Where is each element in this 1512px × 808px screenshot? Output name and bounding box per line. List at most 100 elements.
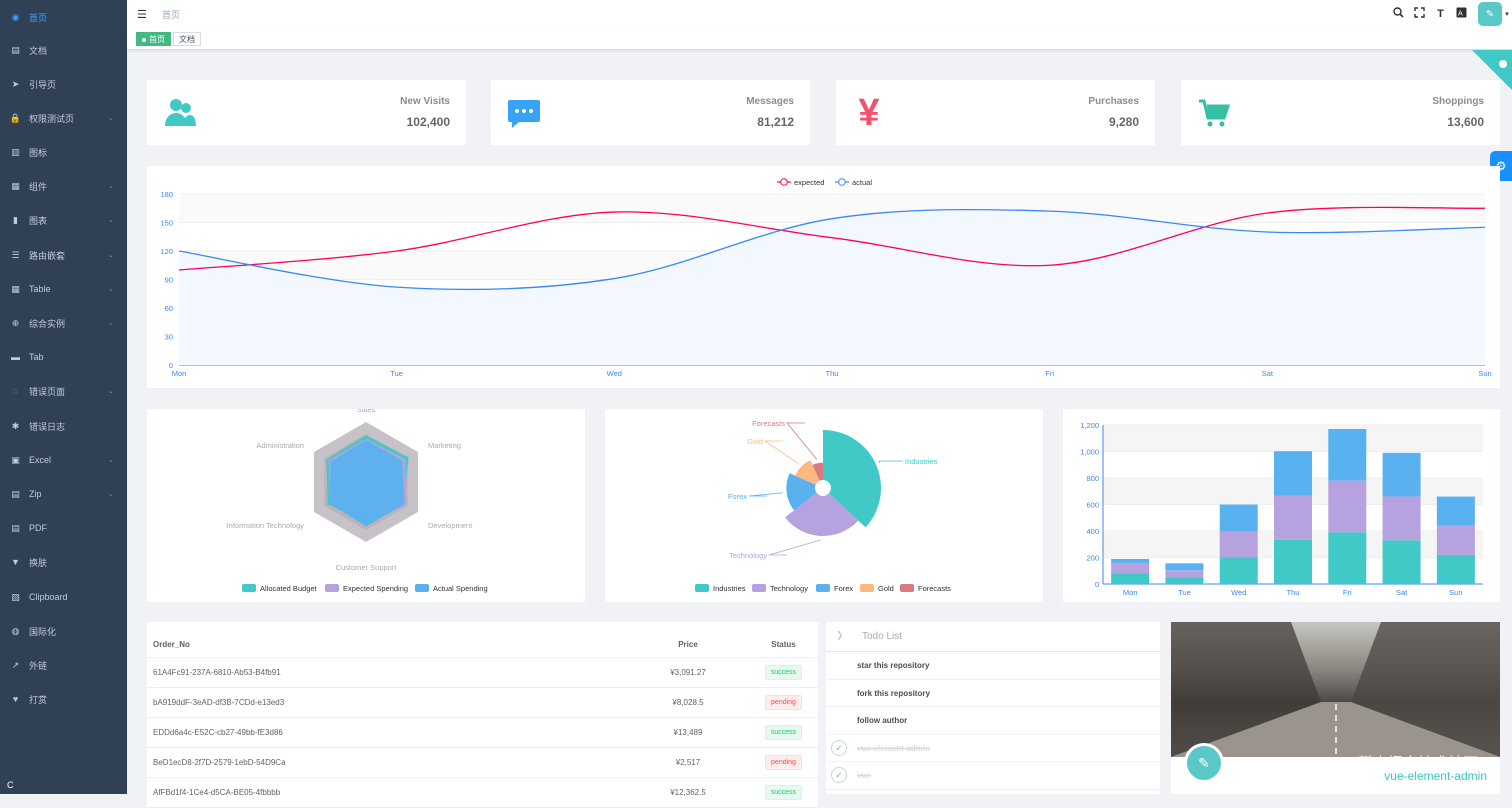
todo-checkbox[interactable]: ✓ bbox=[831, 767, 847, 783]
svg-text:Forex: Forex bbox=[834, 584, 853, 593]
caret-down-icon[interactable]: ▾ bbox=[1505, 11, 1509, 18]
sidebar-item-label: 文档 bbox=[29, 45, 48, 56]
panel-shoppings[interactable]: Shoppings 13,600 bbox=[1181, 80, 1500, 145]
sidebar-item-7[interactable]: ☰ 路由嵌套 ⌄ bbox=[0, 238, 127, 272]
x-tick-label: Sun bbox=[1478, 369, 1491, 378]
sidebar-item-label: Zip bbox=[29, 489, 42, 499]
todo-title[interactable]: Todo List bbox=[862, 631, 903, 642]
todo-checkbox[interactable] bbox=[831, 685, 847, 701]
radar-indicator-label: Development bbox=[428, 521, 473, 530]
order-price: ¥2,517 bbox=[627, 747, 743, 778]
todo-checkbox[interactable]: ✓ bbox=[831, 739, 847, 756]
toggle-all-icon[interactable]: ❯ bbox=[836, 630, 844, 640]
sidebar-item-6[interactable]: ▮ 图表 ⌄ bbox=[0, 203, 127, 237]
panel-purchases[interactable]: ¥ Purchases 9,280 bbox=[836, 80, 1155, 145]
bar-pageA-thu bbox=[1274, 539, 1312, 584]
pie-label: Gold bbox=[747, 437, 763, 446]
svg-text:Industries: Industries bbox=[713, 584, 746, 593]
sidebar-item-2[interactable]: ➤ 引导页 bbox=[0, 67, 127, 101]
breadcrumb[interactable]: 首页 bbox=[162, 10, 181, 20]
bar-chart[interactable]: 0 200 400 600 800 1,000 1,200 Mon Tue Wed Thu Fri Sa… bbox=[1063, 409, 1500, 602]
tab-icon: ▬ bbox=[11, 352, 20, 362]
table-row[interactable]: AfFBd1f4-1Ce4-d5CA-BE05-4fbbbb ¥12,362.5 s… bbox=[147, 777, 818, 808]
sidebar-item-0[interactable]: ◉ 首页 bbox=[0, 0, 127, 34]
sidebar-item-14[interactable]: ▤ Zip ⌄ bbox=[0, 477, 127, 511]
user-avatar[interactable]: ✎ bbox=[1184, 743, 1224, 783]
todo-checkbox[interactable] bbox=[831, 657, 847, 673]
legend-item: Expected Spending bbox=[325, 584, 408, 593]
bar-pageB-thu bbox=[1274, 495, 1312, 540]
sidebar-item-10[interactable]: ▬ Tab bbox=[0, 340, 127, 374]
sidebar-item-20[interactable]: ♥ 打赏 bbox=[0, 682, 127, 716]
todo-checkbox[interactable] bbox=[831, 712, 847, 728]
sidebar-item-16[interactable]: ▼ 换肤 bbox=[0, 545, 127, 579]
todo-item[interactable]: star this repository bbox=[826, 652, 1160, 680]
table-row[interactable]: EDDd6a4c-E52C-cb27-49bb-fE3d86 ¥13,489 suc… bbox=[147, 717, 818, 748]
font-size-icon[interactable]: T bbox=[1437, 8, 1444, 20]
clipboard-icon: ▧ bbox=[11, 591, 20, 602]
table-row[interactable]: bA919ddF-3eAD-df3B-7CDd-e13ed3 ¥8,028.5 pe… bbox=[147, 687, 818, 718]
search-icon[interactable] bbox=[1388, 7, 1409, 21]
line-chart-card: 0 30 60 90 120 150 180 Mon Tue Wed Thu Fri Sat Sun exp… bbox=[147, 166, 1500, 388]
pie-slice-technology bbox=[785, 492, 859, 536]
series-line-expected bbox=[178, 206, 1486, 271]
legend-item: Industries bbox=[695, 584, 746, 593]
sidebar-item-17[interactable]: ▧ Clipboard bbox=[0, 580, 127, 614]
y-tick-label: 180 bbox=[160, 190, 173, 199]
x-tick-label: Tue bbox=[390, 369, 403, 378]
y-tick-label: 600 bbox=[1086, 501, 1099, 510]
radar-chart-card: Sales Marketing Development Customer Suppor… bbox=[147, 405, 585, 602]
table-row[interactable]: 61A4Fc91-237A-6810-Ab53-B4fb91 ¥3,091.27 s… bbox=[147, 657, 818, 688]
sidebar-item-11[interactable]: ◌ 错误页面 ⌄ bbox=[0, 374, 127, 408]
github-corner-icon[interactable] bbox=[1472, 50, 1512, 90]
todo-text: star this repository bbox=[857, 661, 930, 670]
sidebar-item-label: 图标 bbox=[29, 147, 48, 158]
chevron-down-icon: ⌄ bbox=[108, 388, 114, 395]
radar-chart[interactable]: Sales Marketing Development Customer Suppor… bbox=[147, 405, 585, 602]
todo-text: vue bbox=[857, 771, 871, 780]
hamburger-icon[interactable]: ☰ bbox=[137, 9, 147, 21]
svg-text:Expected Spending: Expected Spending bbox=[343, 584, 408, 593]
x-tick-label: Fri bbox=[1343, 588, 1352, 597]
tag-dashboard[interactable]: 首页 bbox=[136, 32, 171, 46]
sidebar-item-9[interactable]: ⊕ 综合实例 ⌄ bbox=[0, 306, 127, 340]
x-tick-label: Thu bbox=[826, 369, 839, 378]
pie-label-line bbox=[878, 460, 903, 464]
todo-item[interactable]: ✓ vue-element-admin bbox=[826, 735, 1160, 762]
sidebar-item-5[interactable]: ▦ 组件 ⌄ bbox=[0, 169, 127, 203]
todo-item[interactable]: follow author bbox=[826, 707, 1160, 735]
sidebar-item-12[interactable]: ✱ 错误日志 bbox=[0, 409, 127, 443]
fullscreen-icon[interactable] bbox=[1409, 7, 1430, 21]
sidebar-item-13[interactable]: ▣ Excel ⌄ bbox=[0, 443, 127, 477]
tag-documentation[interactable]: 文档 bbox=[173, 32, 201, 46]
panel-messages[interactable]: Messages 81,212 bbox=[491, 80, 810, 145]
legend-item: Forex bbox=[816, 584, 853, 593]
todo-item[interactable]: fork this repository bbox=[826, 680, 1160, 707]
x-tick-label: Mon bbox=[172, 369, 187, 378]
table-row[interactable]: BeD1ecD8-2f7D-2579-1ebD-54D9Ca ¥2,517 pend… bbox=[147, 747, 818, 778]
line-chart[interactable]: 0 30 60 90 120 150 180 Mon Tue Wed Thu Fri Sat Sun exp… bbox=[147, 166, 1500, 388]
chevron-down-icon: ⌄ bbox=[108, 457, 114, 464]
sidebar-item-19[interactable]: ↗ 外链 bbox=[0, 648, 127, 682]
bar-pageC-sat bbox=[1382, 452, 1421, 497]
header-order-no: Order_No bbox=[147, 622, 627, 658]
todo-item[interactable]: ✓ vue bbox=[826, 762, 1160, 790]
sidebar-item-1[interactable]: ▤ 文档 bbox=[0, 33, 127, 67]
sidebar-item-8[interactable]: ▦ Table ⌄ bbox=[0, 272, 127, 306]
sidebar-item-15[interactable]: ▤ PDF bbox=[0, 511, 127, 545]
panel-new-visits[interactable]: New Visits 102,400 bbox=[147, 80, 466, 145]
sidebar-item-3[interactable]: 🔒 权限测试页 ⌄ bbox=[0, 101, 127, 135]
x-tick-label: Sun bbox=[1449, 588, 1462, 597]
sidebar-item-18[interactable]: ◍ 国际化 bbox=[0, 614, 127, 648]
collapse-icon[interactable]: C bbox=[7, 780, 14, 790]
city-photo bbox=[1171, 622, 1500, 757]
pie-chart[interactable]: Industries Technology Forex Gold Forecasts In… bbox=[605, 409, 1043, 602]
language-icon[interactable]: A bbox=[1451, 7, 1472, 21]
sidebar-item-4[interactable]: ▥ 图标 bbox=[0, 135, 127, 169]
order-price: ¥3,091.27 bbox=[627, 657, 743, 688]
example-icon: ⊕ bbox=[11, 317, 20, 328]
dashboard-icon: ◉ bbox=[11, 11, 20, 22]
order-number: 61A4Fc91-237A-6810-Ab53-B4fb91 bbox=[147, 657, 627, 688]
avatar[interactable]: ✎ bbox=[1478, 2, 1502, 26]
bar-pageA-wed bbox=[1219, 557, 1258, 584]
